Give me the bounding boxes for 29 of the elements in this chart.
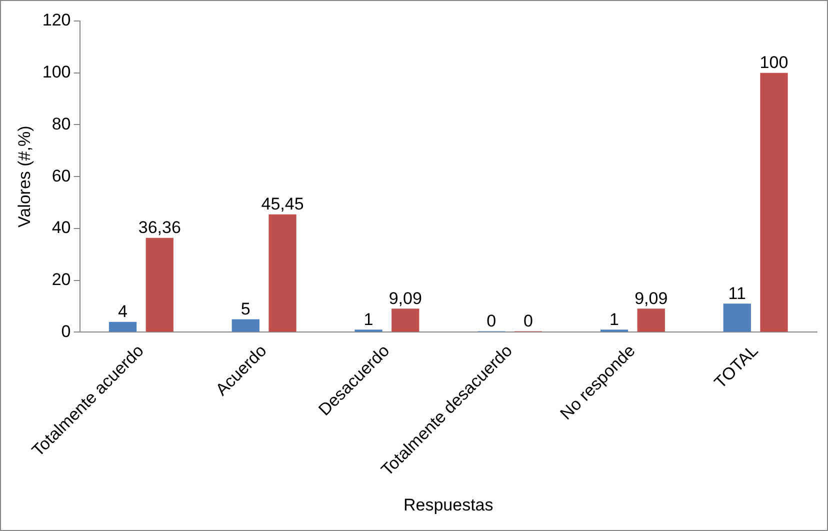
bar [232, 319, 260, 332]
y-tick-label: 20 [52, 270, 71, 290]
bar [637, 308, 665, 332]
data-label: 0 [486, 311, 496, 330]
data-label: 4 [118, 302, 128, 322]
y-tick-label: 100 [42, 62, 71, 82]
x-axis-title: Respuestas [403, 495, 494, 514]
bar [146, 238, 174, 332]
y-tick-label: 80 [52, 114, 71, 134]
data-label: 36,36 [138, 218, 181, 238]
data-label: 9,09 [634, 288, 668, 308]
data-label: 45,45 [261, 194, 304, 214]
data-label: 5 [240, 299, 250, 318]
bar [108, 322, 137, 332]
data-label: 1 [364, 310, 374, 329]
data-label: 0 [524, 311, 533, 330]
data-label: 9,09 [388, 288, 422, 308]
y-tick-label: 0 [61, 322, 71, 341]
y-axis-title: Valores (#,%) [14, 126, 34, 228]
y-tick-label: 40 [52, 218, 71, 238]
y-tick-label: 60 [52, 166, 71, 186]
y-tick-label: 120 [42, 10, 71, 30]
bar [760, 72, 788, 332]
bar [268, 214, 296, 332]
data-label: 100 [760, 53, 788, 72]
data-label: 11 [728, 284, 746, 303]
bar [723, 304, 751, 332]
bar [392, 308, 420, 332]
data-label: 1 [610, 310, 619, 329]
